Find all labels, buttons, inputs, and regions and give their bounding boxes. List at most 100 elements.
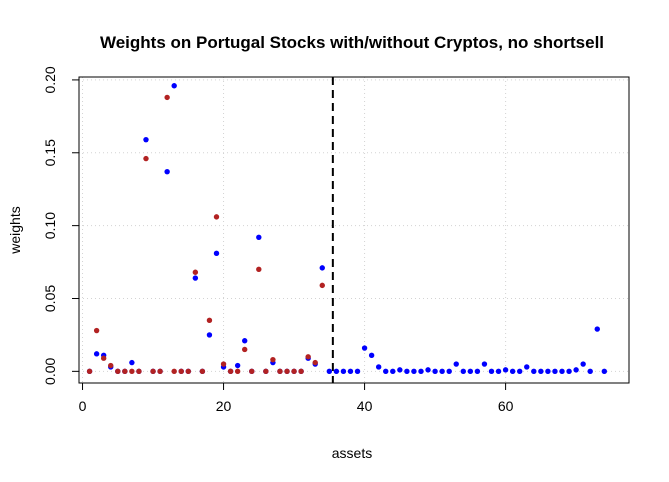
data-point (594, 326, 600, 332)
data-point (185, 368, 191, 375)
data-point (573, 367, 579, 373)
data-point (129, 368, 135, 375)
data-point (390, 368, 396, 375)
data-point (312, 359, 318, 366)
data-point (361, 345, 368, 351)
data-point (375, 364, 382, 370)
data-point (227, 368, 234, 375)
data-point (192, 275, 199, 281)
data-point (333, 368, 340, 375)
data-point (277, 368, 283, 375)
data-point (326, 368, 333, 375)
data-point (249, 368, 255, 375)
data-point (150, 368, 156, 375)
data-point (538, 368, 544, 375)
data-point (488, 368, 495, 375)
data-point (368, 352, 375, 359)
data-points (86, 83, 608, 375)
y-tick-label: 0.00 (42, 358, 58, 385)
data-point (509, 368, 516, 375)
data-point (213, 250, 220, 257)
chart-title: Weights on Portugal Stocks with/without … (100, 33, 604, 52)
data-point (439, 368, 445, 375)
data-point (270, 356, 276, 363)
x-tick-label: 20 (216, 398, 232, 414)
data-point (319, 265, 325, 271)
data-point (143, 136, 149, 143)
data-point (460, 368, 466, 375)
data-point (404, 368, 410, 375)
y-tick-label: 0.05 (42, 285, 58, 312)
x-tick-label: 60 (498, 398, 514, 414)
data-point (559, 368, 565, 375)
data-point (178, 368, 184, 375)
x-tick-label: 40 (357, 398, 373, 414)
data-point (234, 368, 241, 375)
data-point (143, 155, 149, 162)
data-point (157, 368, 163, 375)
data-point (242, 346, 248, 353)
data-point (580, 361, 586, 367)
data-point (383, 368, 389, 375)
data-point (171, 368, 177, 375)
x-axis: 0 20 40 60 (79, 382, 514, 414)
data-point (206, 317, 213, 324)
data-point (100, 355, 107, 361)
x-axis-label: assets (332, 445, 372, 461)
y-tick-label: 0.15 (42, 139, 58, 166)
data-point (122, 368, 128, 375)
data-point (199, 368, 206, 375)
data-point (495, 368, 502, 375)
data-point (136, 368, 142, 375)
y-tick-label: 0.20 (42, 66, 58, 93)
data-point (108, 362, 114, 369)
data-point (446, 368, 452, 375)
data-point (425, 367, 431, 373)
data-point (284, 368, 290, 375)
data-point (566, 368, 572, 375)
data-point (291, 368, 297, 375)
data-point (545, 368, 551, 375)
data-point (319, 282, 325, 289)
y-axis: 0.00 0.05 0.10 0.15 0.20 (42, 66, 80, 385)
data-point (481, 361, 488, 367)
data-point (220, 361, 227, 367)
data-point (517, 368, 523, 375)
y-axis-label: weights (7, 206, 23, 254)
data-point (418, 368, 424, 375)
data-point (552, 368, 558, 375)
grid-lines (79, 77, 629, 383)
data-point (347, 368, 354, 375)
data-point (164, 169, 170, 175)
data-point (242, 338, 248, 344)
data-point (354, 368, 361, 375)
data-point (340, 368, 347, 375)
data-point (432, 368, 438, 375)
data-point (115, 368, 121, 375)
data-point (192, 269, 199, 275)
data-point (129, 359, 135, 366)
data-point (305, 354, 311, 360)
y-tick-label: 0.10 (42, 212, 58, 239)
data-point (213, 214, 220, 220)
data-point (531, 368, 537, 375)
data-point (234, 362, 241, 369)
plot-frame (78, 76, 630, 384)
data-point (453, 361, 459, 367)
data-point (93, 351, 100, 357)
data-point (298, 368, 304, 375)
data-point (397, 367, 403, 373)
data-point (601, 368, 608, 375)
data-point (206, 332, 213, 338)
data-point (86, 368, 93, 375)
data-point (411, 368, 417, 375)
data-point (524, 364, 530, 370)
data-point (256, 234, 262, 240)
data-point (502, 367, 509, 373)
data-point (263, 368, 269, 375)
data-point (474, 368, 481, 375)
data-point (164, 94, 170, 101)
data-point (256, 266, 262, 273)
x-tick-label: 0 (79, 398, 87, 414)
